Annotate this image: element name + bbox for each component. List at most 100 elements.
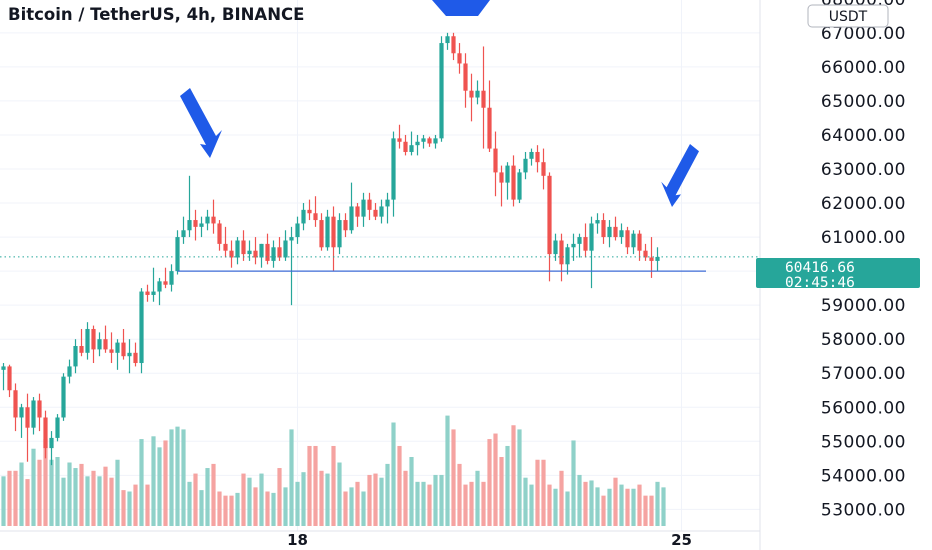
candle[interactable] (469, 73, 474, 122)
candle[interactable] (109, 332, 114, 364)
candle[interactable] (205, 209, 210, 231)
candle[interactable] (643, 243, 648, 261)
candle[interactable] (13, 383, 18, 432)
annotation-arrow[interactable] (661, 144, 699, 207)
candle[interactable] (259, 243, 264, 268)
candle[interactable] (289, 226, 294, 306)
candle[interactable] (559, 233, 564, 282)
candle[interactable] (499, 165, 504, 207)
candle[interactable] (319, 213, 324, 251)
candle[interactable] (163, 267, 168, 289)
candle[interactable] (157, 277, 162, 306)
candle[interactable] (571, 233, 576, 261)
candle[interactable] (229, 240, 234, 268)
time-axis-labels[interactable]: 18 25 (287, 531, 692, 549)
candle[interactable] (373, 203, 378, 221)
candle[interactable] (337, 213, 342, 255)
candle[interactable] (133, 342, 138, 367)
candle[interactable] (247, 240, 252, 261)
candle[interactable] (271, 240, 276, 268)
candle[interactable] (103, 325, 108, 353)
candle[interactable] (199, 216, 204, 238)
candle[interactable] (19, 403, 24, 438)
candle[interactable] (91, 325, 96, 364)
candle[interactable] (439, 36, 444, 142)
candle[interactable] (601, 213, 606, 244)
candle[interactable] (25, 393, 30, 462)
candle[interactable] (151, 267, 156, 302)
candle[interactable] (535, 145, 540, 173)
candle[interactable] (121, 328, 126, 360)
candle[interactable] (325, 209, 330, 251)
candle[interactable] (187, 175, 192, 238)
candle[interactable] (223, 226, 228, 258)
candle[interactable] (55, 414, 60, 442)
candle[interactable] (313, 196, 318, 227)
candle[interactable] (73, 339, 78, 374)
annotation-arrow[interactable] (432, 0, 490, 16)
candle[interactable] (619, 223, 624, 244)
candle[interactable] (493, 131, 498, 197)
candle[interactable] (67, 359, 72, 384)
candle[interactable] (61, 373, 66, 421)
candle[interactable] (529, 148, 534, 166)
currency-button[interactable]: USDT (807, 4, 889, 28)
candle[interactable] (7, 364, 12, 398)
annotation-arrows[interactable] (180, 0, 699, 207)
annotation-arrow[interactable] (180, 88, 222, 158)
candle[interactable] (391, 131, 396, 217)
candle[interactable] (265, 233, 270, 265)
candle[interactable] (403, 134, 408, 156)
candle[interactable] (367, 192, 372, 221)
candle[interactable] (451, 32, 456, 61)
candle[interactable] (43, 410, 48, 459)
candle[interactable] (553, 233, 558, 261)
candle[interactable] (349, 182, 354, 234)
candle[interactable] (475, 80, 480, 105)
candle[interactable] (169, 264, 174, 292)
candle[interactable] (211, 199, 216, 234)
candle[interactable] (301, 203, 306, 231)
candle[interactable] (139, 288, 144, 374)
candle[interactable] (583, 223, 588, 258)
candle[interactable] (145, 284, 150, 302)
candle[interactable] (577, 233, 582, 258)
candle[interactable] (589, 216, 594, 289)
candle[interactable] (523, 151, 528, 180)
candle[interactable] (487, 80, 492, 152)
candle[interactable] (481, 46, 486, 149)
candle[interactable] (235, 237, 240, 265)
candle[interactable] (463, 53, 468, 108)
candle[interactable] (379, 199, 384, 224)
candle[interactable] (295, 216, 300, 244)
candle[interactable] (655, 247, 660, 272)
candle[interactable] (127, 339, 132, 374)
candle[interactable] (115, 339, 120, 370)
candle[interactable] (283, 230, 288, 261)
candle[interactable] (1, 363, 6, 391)
candle[interactable] (427, 136, 432, 147)
candle[interactable] (307, 199, 312, 221)
candle[interactable] (631, 230, 636, 255)
candle[interactable] (253, 237, 258, 265)
candle[interactable] (343, 213, 348, 238)
candle[interactable] (355, 203, 360, 227)
candle[interactable] (331, 206, 336, 272)
candle[interactable] (79, 328, 84, 357)
price-axis-labels[interactable]: 53000.00 54000.00 55000.00 56000.00 57000.00… (821, 0, 906, 520)
candle[interactable] (457, 43, 462, 74)
candle[interactable] (637, 230, 642, 261)
candle[interactable] (613, 216, 618, 241)
candle[interactable] (415, 134, 420, 156)
candle[interactable] (511, 155, 516, 207)
candle[interactable] (595, 213, 600, 234)
candle[interactable] (547, 172, 552, 282)
candle[interactable] (433, 134, 438, 149)
candle[interactable] (565, 243, 570, 275)
candle[interactable] (409, 131, 414, 156)
candle[interactable] (385, 192, 390, 224)
candle[interactable] (517, 169, 522, 204)
candle[interactable] (625, 226, 630, 255)
candle[interactable] (31, 397, 36, 435)
